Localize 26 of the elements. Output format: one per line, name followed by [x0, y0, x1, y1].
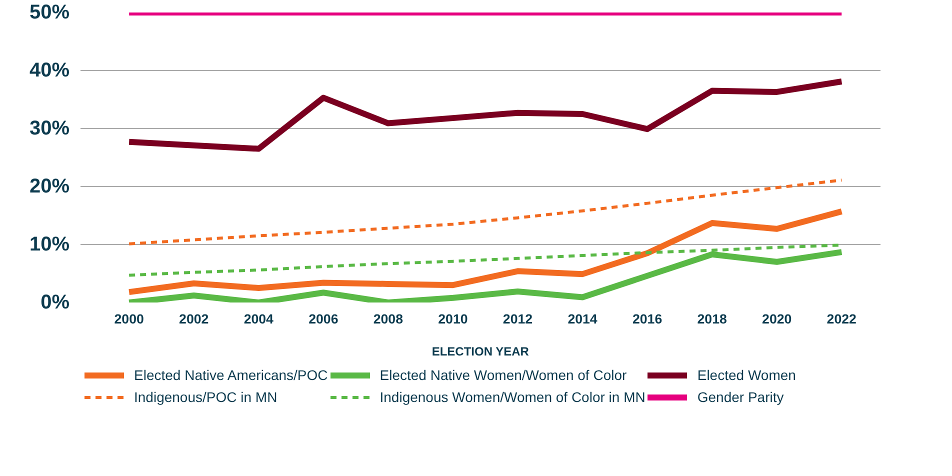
- x-tick-label: 2008: [373, 312, 404, 326]
- legend-label: Elected Native Americans/POC: [134, 367, 328, 383]
- legend-label: Elected Native Women/Women of Color: [380, 367, 627, 383]
- legend-label: Gender Parity: [697, 389, 784, 405]
- legend-label: Indigenous/POC in MN: [134, 389, 278, 405]
- y-tick-label: 10%: [29, 234, 70, 256]
- x-tick-label: 2018: [697, 312, 727, 326]
- x-tick-label: 2014: [568, 312, 598, 326]
- x-tick-label: 2006: [308, 312, 338, 326]
- y-tick-label: 0%: [40, 292, 70, 314]
- y-tick-label: 30%: [29, 118, 70, 140]
- x-tick-label: 2010: [438, 312, 468, 326]
- legend-label: Indigenous Women/Women of Color in MN: [380, 389, 646, 405]
- x-tick-label: 2012: [502, 312, 533, 326]
- x-tick-label: 2022: [826, 312, 856, 326]
- legend-label: Elected Women: [697, 367, 796, 383]
- x-tick-label: 2004: [244, 312, 274, 326]
- y-tick-label: 40%: [29, 60, 70, 82]
- x-tick-label: 2020: [762, 312, 792, 326]
- line-series: [128, 178, 844, 246]
- y-tick-label: 50%: [29, 2, 70, 24]
- x-tick-label: 2002: [179, 312, 209, 326]
- x-tick-label: 2016: [632, 312, 662, 326]
- x-axis-title: ELECTION YEAR: [432, 344, 530, 358]
- x-tick-label: 2000: [114, 312, 144, 326]
- y-tick-label: 20%: [29, 176, 70, 198]
